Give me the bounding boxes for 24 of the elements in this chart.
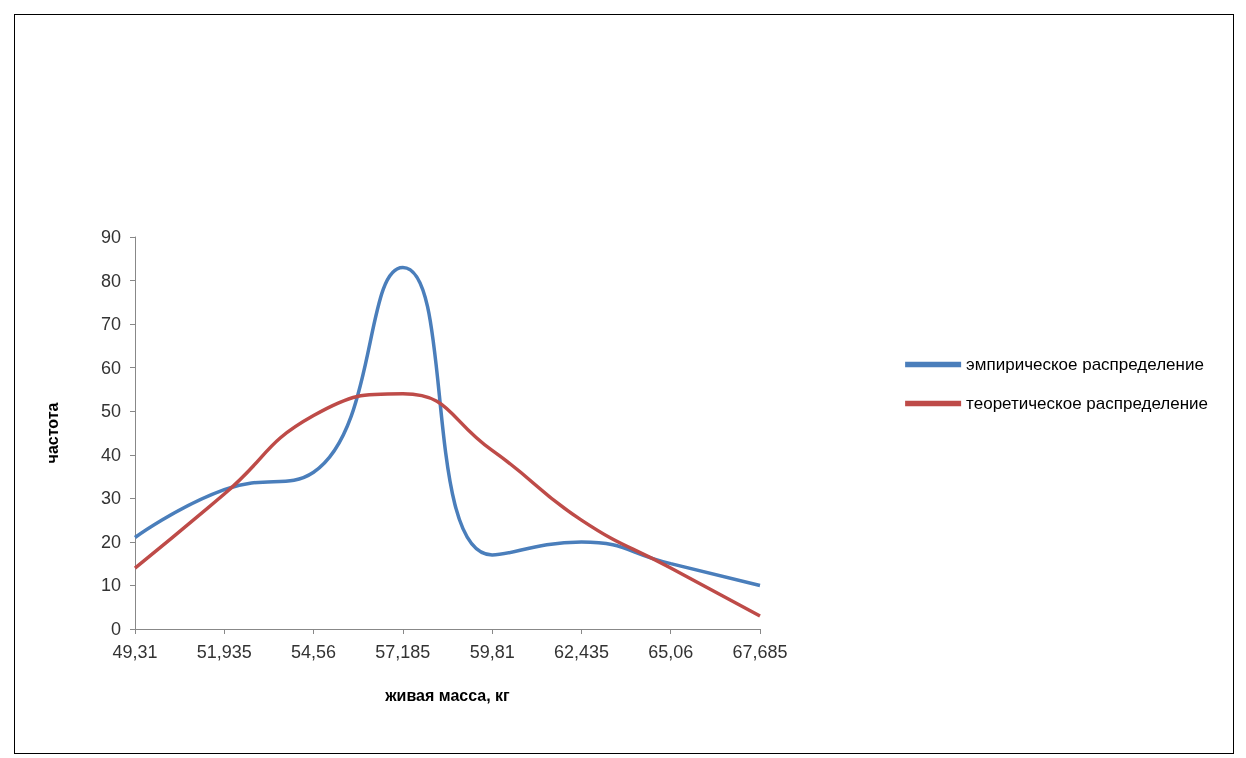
y-axis-title: частота (43, 402, 61, 464)
y-tick-label: 40 (100, 444, 121, 465)
y-tick-label: 10 (100, 575, 121, 596)
x-tick-label: 67,685 (732, 642, 788, 662)
line-series (133, 265, 762, 588)
y-tick-label: 0 (110, 619, 121, 639)
x-axis-title: живая масса, кг (384, 686, 511, 704)
line-series (133, 392, 762, 618)
x-tick-label: 57,185 (375, 642, 431, 662)
x-tick-label: 54,56 (291, 642, 337, 662)
y-tick-label: 70 (100, 314, 121, 335)
y-tick-label: 90 (100, 227, 121, 247)
x-tick-label: 62,435 (553, 642, 609, 662)
x-tick-label: 65,06 (648, 642, 694, 662)
legend-label: эмпирическое распределение (966, 355, 1204, 374)
x-tick-label: 59,81 (469, 642, 515, 662)
y-tick-label: 80 (100, 270, 121, 291)
legend-label: теоретическое распределение (966, 394, 1209, 413)
y-tick-label: 30 (100, 488, 121, 509)
y-tick-label: 60 (100, 357, 121, 378)
y-tick-label: 50 (100, 401, 121, 422)
y-tick-label: 20 (100, 531, 121, 552)
x-tick-label: 51,935 (196, 642, 252, 662)
x-tick-label: 49,31 (112, 642, 158, 662)
